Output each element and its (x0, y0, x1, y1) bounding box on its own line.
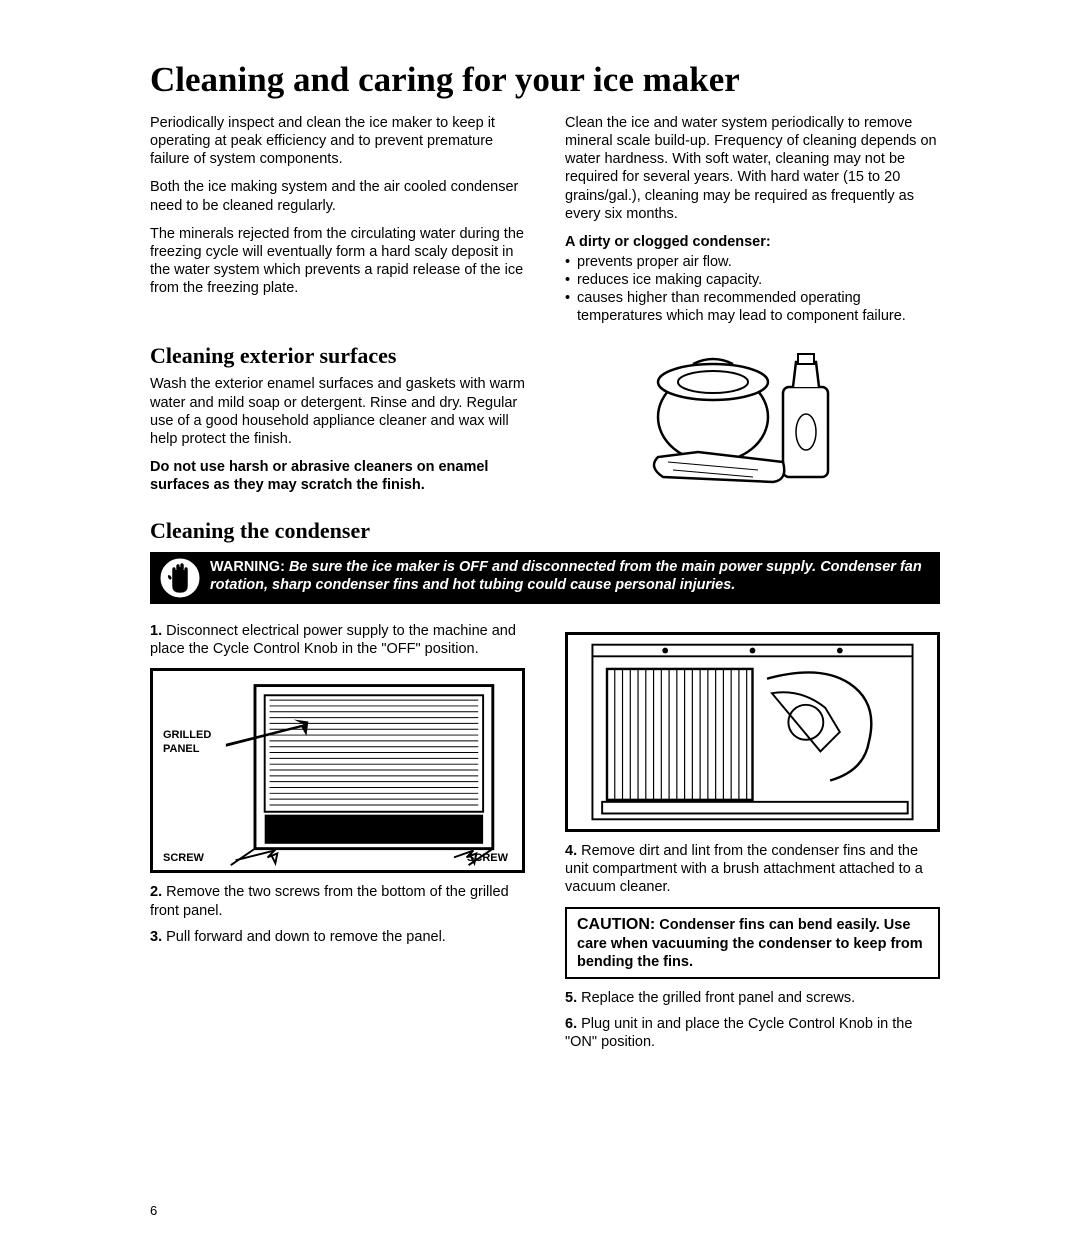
step-4: 4. Remove dirt and lint from the condens… (565, 842, 940, 896)
intro-left: Periodically inspect and clean the ice m… (150, 114, 525, 325)
condenser-bullets: prevents proper air flow. reduces ice ma… (565, 253, 940, 326)
step-5: 5. Replace the grilled front panel and s… (565, 989, 940, 1007)
page-title: Cleaning and caring for your ice maker (150, 60, 940, 100)
condenser-subheading: A dirty or clogged condenser: (565, 233, 940, 251)
hand-stop-icon (160, 558, 200, 598)
steps-right: 4. Remove dirt and lint from the condens… (565, 622, 940, 1059)
exterior-heading: Cleaning exterior surfaces (150, 343, 525, 369)
exterior-warning: Do not use harsh or abrasive cleaners on… (150, 458, 525, 494)
intro-p3: The minerals rejected from the circulati… (150, 225, 525, 298)
warning-box: WARNING: Be sure the ice maker is OFF an… (150, 552, 940, 604)
warning-body: Be sure the ice maker is OFF and disconn… (210, 559, 922, 593)
bullet-2: reduces ice making capacity. (565, 271, 940, 289)
condenser-heading: Cleaning the condenser (150, 518, 940, 544)
panel-diagram-icon (153, 671, 522, 870)
warning-lead: WARNING: (210, 559, 285, 575)
label-grilled: GRILLED (163, 729, 211, 741)
condenser-diagram-icon (568, 635, 937, 829)
label-screw-left: SCREW (163, 852, 204, 864)
condenser-steps: 1. Disconnect electrical power supply to… (150, 622, 940, 1059)
page-number: 6 (150, 1203, 157, 1218)
exterior-figure (565, 329, 940, 504)
intro-right: Clean the ice and water system periodica… (565, 114, 940, 325)
label-panel: PANEL (163, 743, 199, 755)
bullet-3: causes higher than recommended operating… (565, 289, 940, 325)
label-screw-right: SCREW (467, 852, 508, 864)
caution-lead: CAUTION: (577, 916, 655, 933)
intro-p1: Periodically inspect and clean the ice m… (150, 114, 525, 168)
exterior-row: Cleaning exterior surfaces Wash the exte… (150, 329, 940, 504)
step-2: 2. Remove the two screws from the bottom… (150, 883, 525, 919)
step-1: 1. Disconnect electrical power supply to… (150, 622, 525, 658)
intro-right-p: Clean the ice and water system periodica… (565, 114, 940, 223)
bullet-1: prevents proper air flow. (565, 253, 940, 271)
exterior-p: Wash the exterior enamel surfaces and ga… (150, 375, 525, 448)
intro-columns: Periodically inspect and clean the ice m… (150, 114, 940, 325)
step-6: 6. Plug unit in and place the Cycle Cont… (565, 1015, 940, 1051)
caution-box: CAUTION: Condenser fins can bend easily.… (565, 907, 940, 979)
warning-text: WARNING: Be sure the ice maker is OFF an… (210, 558, 930, 594)
steps-left: 1. Disconnect electrical power supply to… (150, 622, 525, 1059)
condenser-interior-figure (565, 632, 940, 832)
intro-p2: Both the ice making system and the air c… (150, 178, 525, 214)
exterior-text: Cleaning exterior surfaces Wash the exte… (150, 329, 525, 504)
grilled-panel-figure: GRILLED PANEL SCREW SCREW (150, 668, 525, 873)
step-3: 3. Pull forward and down to remove the p… (150, 928, 525, 946)
cleaning-supplies-icon (638, 332, 868, 502)
